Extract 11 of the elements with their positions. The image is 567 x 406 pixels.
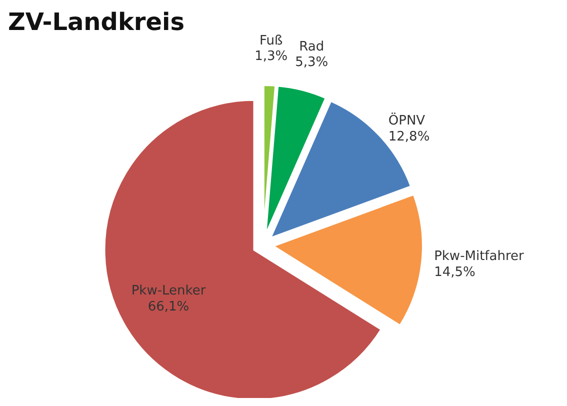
slice-label: Rad [299,39,324,54]
slice-label: ÖPNV [388,112,426,129]
data-label: 1,3% [254,49,288,64]
slice-label: Pkw-Lenker [131,284,206,299]
data-label: 5,3% [295,55,328,70]
data-label: 12,8% [388,129,430,144]
data-label: 66,1% [148,299,190,314]
chart-title: ZV-Landkreis [8,8,185,36]
data-label: 14,5% [434,264,476,280]
slice-label: Pkw-Mitfahrer [434,249,525,264]
slice-label: Fuß [259,34,283,49]
